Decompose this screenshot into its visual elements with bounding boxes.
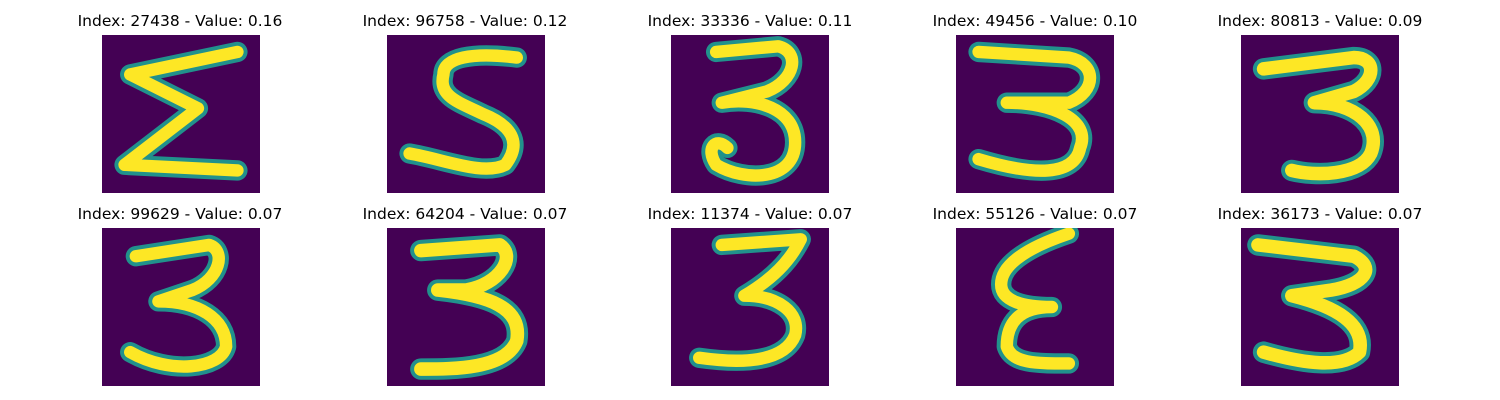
digit-3-icon (1252, 46, 1384, 185)
digit-image-panel (102, 35, 260, 193)
panel-title: Index: 80813 - Value: 0.09 (1217, 12, 1423, 30)
panel-title: Index: 49456 - Value: 0.10 (932, 12, 1138, 30)
digit-image-panel (671, 35, 829, 193)
digit-3-icon (120, 234, 237, 377)
digit-3-icon (689, 229, 811, 371)
digit-5-icon (399, 45, 527, 179)
panel-title: Index: 55126 - Value: 0.07 (932, 205, 1138, 223)
panel-title: Index: 36173 - Value: 0.07 (1217, 205, 1423, 223)
digit-image-panel (387, 35, 545, 193)
panel-title: Index: 99629 - Value: 0.07 (77, 205, 283, 223)
digit-image-panel (671, 228, 829, 386)
digit-3-icon (1247, 234, 1377, 374)
digit-3-icon (410, 234, 529, 380)
panel-title: Index: 33336 - Value: 0.11 (647, 12, 853, 30)
digit-image-panel (1241, 35, 1399, 193)
digit-3-icon (701, 36, 806, 186)
digit-image-panel (387, 228, 545, 386)
sigma-shape-icon (114, 41, 248, 181)
panel-title: Index: 96758 - Value: 0.12 (362, 12, 568, 30)
digit-image-panel (1241, 228, 1399, 386)
panel-title: Index: 27438 - Value: 0.16 (77, 12, 283, 30)
panel-title: Index: 64204 - Value: 0.07 (362, 205, 568, 223)
digit-image-panel (102, 228, 260, 386)
panel-title: Index: 11374 - Value: 0.07 (647, 205, 853, 223)
epsilon-shape-icon (990, 228, 1080, 374)
digit-image-panel (956, 228, 1114, 386)
digit-3-icon (968, 41, 1101, 181)
digit-image-panel (956, 35, 1114, 193)
